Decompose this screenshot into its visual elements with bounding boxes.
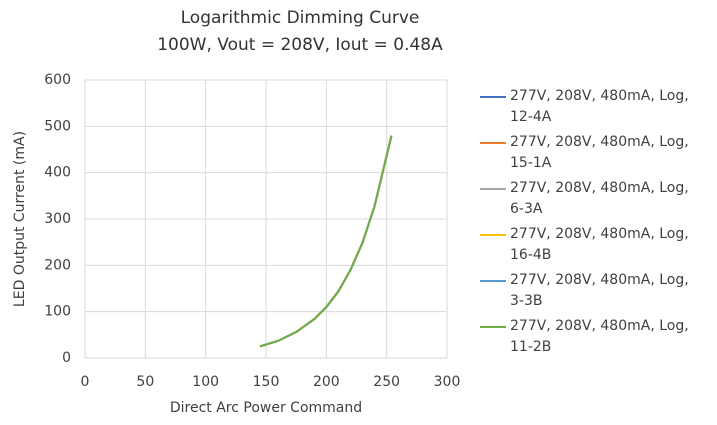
legend-swatch — [480, 326, 506, 328]
legend-entry: 277V, 208V, 480mA, Log, 15-1A — [478, 132, 703, 178]
y-tick-label: 100 — [44, 304, 71, 320]
x-tick-label: 50 — [136, 374, 154, 390]
legend-swatch — [480, 280, 506, 282]
legend-label: 277V, 208V, 480mA, Log, 6-3A — [510, 180, 689, 217]
legend-entry: 277V, 208V, 480mA, Log, 12-4A — [478, 86, 703, 132]
legend-entry: 277V, 208V, 480mA, Log, 11-2B — [478, 316, 703, 362]
chart-title: Logarithmic Dimming Curve — [181, 8, 420, 28]
series-line — [259, 135, 393, 348]
legend: 277V, 208V, 480mA, Log, 12-4A 277V, 208V,… — [478, 86, 703, 362]
series-line — [259, 135, 393, 348]
x-tick-label: 100 — [192, 374, 219, 390]
y-tick-label: 300 — [44, 211, 71, 227]
x-tick-label: 150 — [253, 374, 280, 390]
legend-label: 277V, 208V, 480mA, Log, 3-3B — [510, 272, 689, 309]
legend-label: 277V, 208V, 480mA, Log, 16-4B — [510, 226, 689, 263]
legend-swatch — [480, 188, 506, 190]
x-tick-label: 300 — [434, 374, 461, 390]
legend-swatch — [480, 96, 506, 98]
legend-label: 277V, 208V, 480mA, Log, 11-2B — [510, 318, 689, 355]
series-line — [259, 135, 393, 348]
y-tick-label: 500 — [44, 118, 71, 134]
series-line — [259, 135, 393, 348]
chart-subtitle: 100W, Vout = 208V, Iout = 0.48A — [157, 35, 443, 55]
legend-entry: 277V, 208V, 480mA, Log, 16-4B — [478, 224, 703, 270]
series-line — [259, 135, 393, 348]
legend-swatch — [480, 234, 506, 236]
y-tick-label: 600 — [44, 72, 71, 88]
legend-entry: 277V, 208V, 480mA, Log, 3-3B — [478, 270, 703, 316]
y-axis-label: LED Output Current (mA) — [12, 131, 28, 307]
y-tick-label: 200 — [44, 257, 71, 273]
legend-entry: 277V, 208V, 480mA, Log, 6-3A — [478, 178, 703, 224]
y-tick-label: 400 — [44, 165, 71, 181]
x-axis-label: Direct Arc Power Command — [170, 400, 362, 416]
x-tick-label: 250 — [373, 374, 400, 390]
legend-swatch — [480, 142, 506, 144]
x-tick-label: 0 — [81, 374, 90, 390]
series-line — [259, 135, 393, 348]
legend-label: 277V, 208V, 480mA, Log, 15-1A — [510, 134, 689, 171]
legend-label: 277V, 208V, 480mA, Log, 12-4A — [510, 88, 689, 125]
x-tick-label: 200 — [313, 374, 340, 390]
y-tick-label: 0 — [62, 350, 71, 366]
